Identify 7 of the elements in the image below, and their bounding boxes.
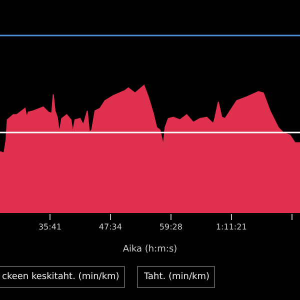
x-tick-label: 59:28 xyxy=(159,222,182,232)
x-tick-label: 1:11:21 xyxy=(216,222,247,232)
text: ckeen keskitaht. (min/km) xyxy=(2,272,120,282)
x-tick-label: 35:41 xyxy=(38,222,62,232)
text: Taht. (min/km) xyxy=(143,272,210,282)
x-tick-label: 47:34 xyxy=(98,222,122,232)
x-axis-title: Aika (h:m:s) xyxy=(122,244,178,254)
